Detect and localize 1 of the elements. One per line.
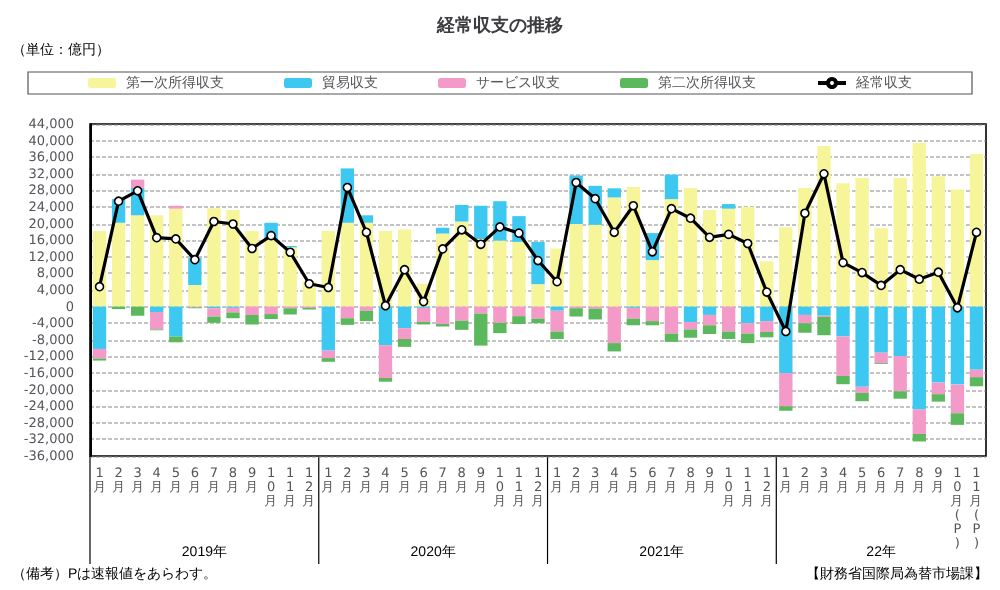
chart-title: 経常収支の推移 — [435, 15, 563, 37]
